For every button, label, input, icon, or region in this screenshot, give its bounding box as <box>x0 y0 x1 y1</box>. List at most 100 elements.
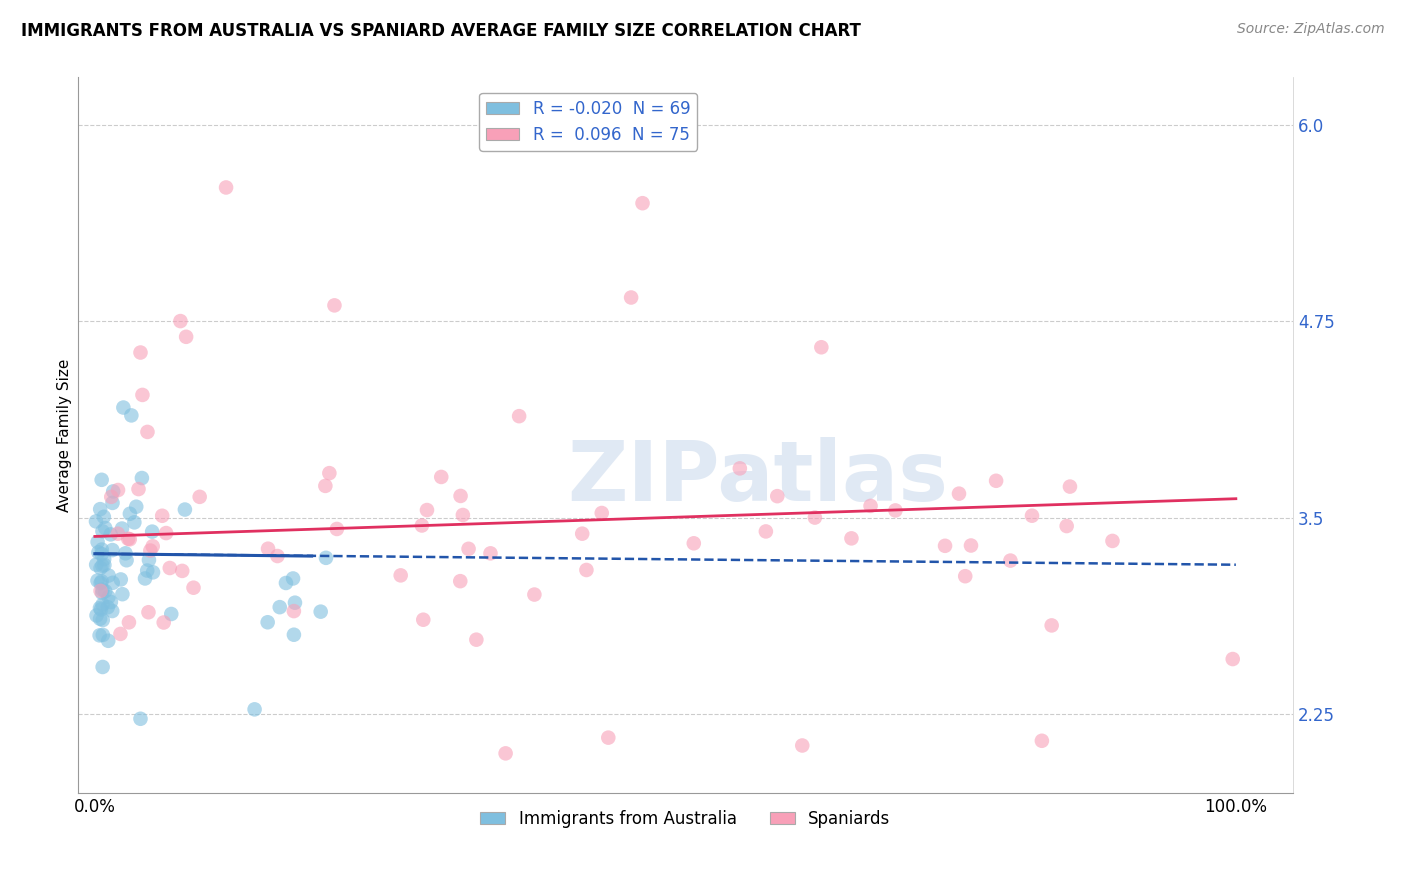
Point <box>1000 553 1022 567</box>
Point <box>110 627 132 641</box>
Y-axis label: Average Family Size: Average Family Size <box>58 359 72 512</box>
Legend: Immigrants from Australia, Spaniards: Immigrants from Australia, Spaniards <box>474 803 897 834</box>
Point <box>90 561 112 575</box>
Point <box>1021 508 1043 523</box>
Point <box>169 314 191 328</box>
Point <box>804 510 827 524</box>
Point <box>309 605 332 619</box>
Point <box>90 574 112 589</box>
Point <box>155 526 177 541</box>
Point <box>523 588 546 602</box>
Point <box>131 471 153 485</box>
Point <box>91 628 114 642</box>
Point <box>766 489 789 503</box>
Point <box>120 409 142 423</box>
Point <box>86 574 108 588</box>
Point <box>101 575 124 590</box>
Point <box>1056 519 1078 533</box>
Point <box>90 473 112 487</box>
Point <box>141 524 163 539</box>
Point <box>91 586 114 600</box>
Point <box>326 522 349 536</box>
Point <box>103 484 125 499</box>
Point <box>97 633 120 648</box>
Point <box>89 612 111 626</box>
Point <box>150 508 173 523</box>
Point <box>100 527 122 541</box>
Point <box>89 628 111 642</box>
Point <box>94 584 117 599</box>
Point <box>389 568 412 582</box>
Point <box>142 566 165 580</box>
Point <box>215 180 238 194</box>
Point <box>934 539 956 553</box>
Point <box>91 660 114 674</box>
Point <box>243 702 266 716</box>
Point <box>884 503 907 517</box>
Point <box>101 496 124 510</box>
Point <box>284 596 307 610</box>
Point <box>90 576 112 591</box>
Point <box>111 587 134 601</box>
Point <box>411 518 433 533</box>
Point <box>136 425 159 439</box>
Point <box>283 604 305 618</box>
Point <box>84 515 107 529</box>
Point <box>984 474 1007 488</box>
Point <box>449 574 471 589</box>
Point <box>416 503 439 517</box>
Point <box>139 543 162 558</box>
Point <box>86 608 108 623</box>
Point <box>257 541 280 556</box>
Point <box>134 571 156 585</box>
Point <box>591 506 613 520</box>
Point <box>315 550 337 565</box>
Point <box>86 535 108 549</box>
Point <box>412 613 434 627</box>
Point <box>97 590 120 604</box>
Point <box>318 466 340 480</box>
Point <box>457 541 479 556</box>
Point <box>955 569 977 583</box>
Point <box>107 526 129 541</box>
Point <box>479 546 502 560</box>
Point <box>172 564 194 578</box>
Point <box>97 600 120 615</box>
Point <box>114 546 136 560</box>
Point <box>101 604 124 618</box>
Point <box>160 607 183 621</box>
Point <box>960 539 983 553</box>
Point <box>90 602 112 616</box>
Point <box>314 479 336 493</box>
Point <box>100 595 122 609</box>
Point <box>93 558 115 572</box>
Point <box>508 409 530 424</box>
Point <box>682 536 704 550</box>
Point <box>859 499 882 513</box>
Point <box>174 330 197 344</box>
Point <box>183 581 205 595</box>
Point <box>84 558 107 572</box>
Point <box>1222 652 1244 666</box>
Point <box>598 731 620 745</box>
Point <box>110 573 132 587</box>
Point <box>159 561 181 575</box>
Point <box>1059 480 1081 494</box>
Point <box>323 298 346 312</box>
Point <box>89 601 111 615</box>
Point <box>129 712 152 726</box>
Point <box>90 542 112 557</box>
Point <box>87 545 110 559</box>
Point <box>810 340 832 354</box>
Point <box>97 568 120 582</box>
Point <box>266 549 288 563</box>
Point <box>91 524 114 539</box>
Point <box>152 615 174 630</box>
Point <box>142 539 165 553</box>
Point <box>118 507 141 521</box>
Point <box>91 613 114 627</box>
Point <box>451 508 474 522</box>
Point <box>174 502 197 516</box>
Point <box>128 482 150 496</box>
Point <box>90 547 112 561</box>
